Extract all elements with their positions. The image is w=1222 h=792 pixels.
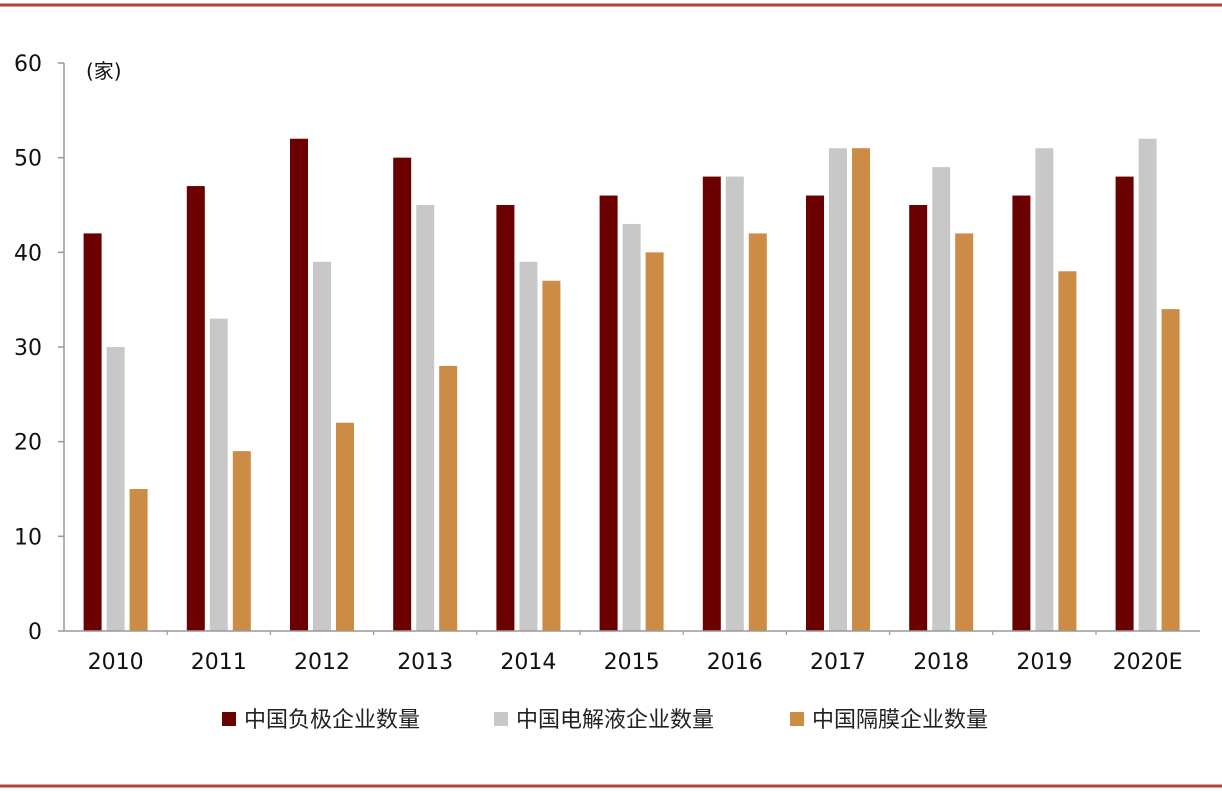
x-tick-label: 2015 xyxy=(604,650,660,675)
y-ticks-group: 0 10 20 30 40 50 60 xyxy=(14,52,64,645)
bar-series-0-2010 xyxy=(83,233,102,631)
y-tick-label: 10 xyxy=(14,525,42,550)
bar-series-0-2013 xyxy=(393,157,412,631)
y-tick-label: 60 xyxy=(14,52,42,77)
bar-series-0-2011 xyxy=(186,186,205,632)
bar-series-1-2019 xyxy=(1035,148,1054,631)
bar-series-1-2020E xyxy=(1138,138,1157,631)
bar-series-2-2016 xyxy=(748,233,767,631)
bar-series-1-2010 xyxy=(106,347,125,631)
bar-series-1-2014 xyxy=(519,261,538,631)
legend-swatch xyxy=(494,712,508,726)
bar-series-0-2015 xyxy=(599,195,618,632)
bar-series-2-2019 xyxy=(1058,271,1077,631)
bar-series-1-2016 xyxy=(725,176,744,631)
x-ticks-group: 2010 2011 2012 2013 2014 2015 2016 2017 2018 2019… xyxy=(88,631,1183,675)
y-unit-label: (家) xyxy=(86,59,122,83)
bar-series-0-2018 xyxy=(909,205,928,631)
bars-group xyxy=(83,138,1180,632)
y-tick-label: 20 xyxy=(14,431,42,456)
bar-series-1-2013 xyxy=(416,205,435,631)
x-tick-label: 2011 xyxy=(191,650,247,675)
bar-series-1-2018 xyxy=(932,167,951,631)
x-tick-label: 2019 xyxy=(1016,650,1072,675)
bar-series-2-2011 xyxy=(232,451,251,631)
bar-series-0-2012 xyxy=(290,138,308,631)
legend-swatch xyxy=(790,712,804,726)
x-tick-label: 2017 xyxy=(810,650,866,675)
x-tick-label: 2020E xyxy=(1113,650,1183,675)
bar-series-2-2010 xyxy=(129,489,148,631)
bar-series-0-2017 xyxy=(806,195,824,632)
bar-series-2-2015 xyxy=(645,252,664,632)
bar-series-0-2014 xyxy=(496,205,515,631)
x-tick-label: 2014 xyxy=(500,650,556,675)
bar-series-2-2012 xyxy=(336,422,354,631)
bar-series-2-2014 xyxy=(542,280,561,631)
x-tick-label: 2018 xyxy=(913,650,969,675)
x-tick-label: 2010 xyxy=(88,650,144,675)
bar-series-2-2018 xyxy=(955,233,974,631)
bar-series-0-2016 xyxy=(702,176,721,631)
legend-label: 中国隔膜企业数量 xyxy=(812,708,988,733)
y-tick-label: 50 xyxy=(14,147,42,172)
legend-label: 中国负极企业数量 xyxy=(244,708,420,733)
y-tick-label: 0 xyxy=(28,620,42,645)
bar-series-2-2020E xyxy=(1161,309,1180,631)
bar-series-1-2015 xyxy=(622,223,641,631)
x-tick-label: 2012 xyxy=(294,650,350,675)
legend-swatch xyxy=(222,712,236,726)
y-tick-label: 30 xyxy=(14,336,42,361)
bar-series-1-2012 xyxy=(313,261,331,631)
bar-series-1-2011 xyxy=(209,318,228,631)
bar-series-2-2013 xyxy=(439,365,458,631)
x-tick-label: 2013 xyxy=(397,650,453,675)
bar-series-2-2017 xyxy=(852,148,870,631)
y-tick-label: 40 xyxy=(14,241,42,266)
legend: 中国负极企业数量 中国电解液企业数量 中国隔膜企业数量 xyxy=(222,708,988,733)
legend-label: 中国电解液企业数量 xyxy=(516,708,714,733)
bar-series-0-2019 xyxy=(1012,195,1031,632)
bar-series-1-2017 xyxy=(829,148,847,631)
x-tick-label: 2016 xyxy=(707,650,763,675)
bar-series-0-2020E xyxy=(1115,176,1134,631)
